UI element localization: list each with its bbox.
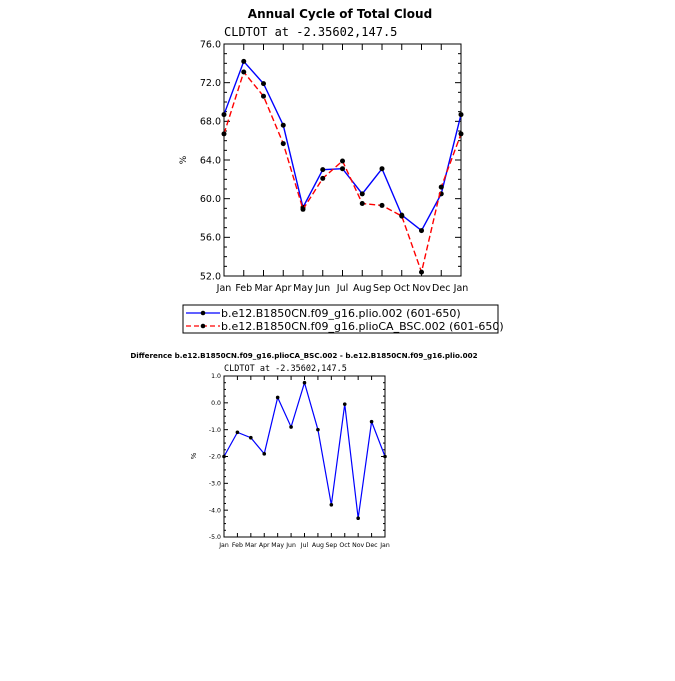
- series-1-point: [302, 380, 307, 385]
- x-tick-label: Jan: [379, 542, 390, 549]
- y-tick-label: -4.0: [209, 507, 221, 514]
- series-2-point: [261, 93, 266, 99]
- series-1-point: [356, 516, 360, 521]
- y-tick-label: 72.0: [200, 78, 221, 89]
- x-tick-label: Jan: [218, 542, 229, 549]
- series-2-point: [458, 131, 464, 137]
- y-tick-label: 64.0: [200, 155, 221, 166]
- x-tick-label: Mar: [255, 283, 273, 294]
- x-tick-label: Jun: [314, 283, 330, 294]
- x-tick-label: Oct: [339, 542, 350, 549]
- legend-marker-series1: [200, 310, 206, 316]
- y-tick-label: -2.0: [209, 454, 221, 461]
- legend-marker-series2: [200, 323, 206, 329]
- series-1-point: [249, 435, 253, 440]
- chart2-subtitle: CLDTOT at -2.35602,147.5: [224, 364, 347, 374]
- series-1-point: [222, 454, 226, 459]
- chart1-ylabel: %: [179, 155, 189, 164]
- series-1-point: [419, 228, 424, 234]
- y-tick-label: 56.0: [200, 233, 221, 244]
- series-1-point: [241, 58, 247, 64]
- series-line-2: [223, 70, 462, 275]
- x-tick-label: Aug: [312, 542, 324, 549]
- legend-box: [182, 304, 499, 334]
- y-tick-label: -3.0: [209, 481, 221, 488]
- x-tick-label: May: [271, 542, 284, 549]
- series-1-point: [342, 402, 347, 406]
- y-tick-label: 68.0: [200, 117, 221, 128]
- chart1-series-group: [221, 58, 464, 275]
- y-tick-label: 0.0: [211, 400, 221, 407]
- series-1-point: [369, 419, 374, 424]
- series-2-point: [280, 141, 286, 147]
- chart1-subtitle: CLDTOT at -2.35602,147.5: [224, 25, 397, 39]
- series-1-point: [458, 112, 464, 118]
- chart2-ylabel: %: [190, 452, 198, 459]
- chart2-plot-frame: [223, 375, 386, 538]
- x-tick-label: Aug: [353, 283, 372, 294]
- series-1-point: [221, 112, 227, 118]
- y-tick-label: 60.0: [200, 194, 221, 205]
- y-tick-label: -1.0: [209, 427, 221, 434]
- chart2-title: Difference b.e12.B1850CN.f09_g16.plioCA_…: [130, 351, 477, 360]
- series-2-point: [300, 206, 306, 212]
- series-2-point: [320, 175, 326, 181]
- series-1-point: [340, 166, 345, 172]
- series-2-point: [399, 213, 405, 219]
- series-2-point: [438, 184, 444, 190]
- series-2-point: [221, 131, 227, 137]
- x-tick-label: Apr: [259, 542, 270, 549]
- x-tick-label: Feb: [235, 283, 252, 294]
- series-1-point: [316, 427, 320, 432]
- x-tick-label: Jan: [453, 283, 469, 294]
- series-line-1: [223, 60, 462, 232]
- y-tick-label: 76.0: [200, 39, 221, 50]
- x-tick-label: Oct: [394, 283, 411, 294]
- series-1-point: [320, 167, 326, 173]
- x-tick-label: Jun: [285, 542, 296, 549]
- series-1-point: [261, 81, 266, 87]
- series-1-point: [383, 454, 387, 459]
- series-1-point: [275, 395, 280, 400]
- x-tick-label: Jul: [336, 283, 348, 294]
- series-1-point: [262, 452, 267, 456]
- x-tick-label: Dec: [366, 542, 379, 549]
- chart1-legend: b.e12.B1850CN.f09_g16.plio.002 (601-650)…: [182, 304, 504, 334]
- series-2-point: [379, 202, 385, 208]
- series-1-point: [280, 122, 286, 128]
- x-tick-label: May: [293, 283, 313, 294]
- series-2-point: [359, 201, 365, 206]
- series-1-point: [289, 425, 293, 429]
- series-2-point: [340, 158, 345, 164]
- y-tick-label: 52.0: [200, 271, 221, 282]
- series-1-point: [329, 503, 334, 507]
- x-tick-label: Apr: [275, 283, 292, 294]
- series-1-point: [379, 166, 385, 172]
- series-2-point: [419, 269, 424, 275]
- series-1-point: [235, 430, 240, 435]
- legend-label-series2: b.e12.B1850CN.f09_g16.plioCA_BSC.002 (60…: [221, 320, 504, 333]
- x-tick-label: Sep: [325, 542, 337, 549]
- x-tick-label: Nov: [412, 283, 431, 294]
- x-tick-label: Mar: [245, 542, 257, 549]
- chart1-title: Annual Cycle of Total Cloud: [248, 7, 432, 21]
- chart2-series-group: [222, 380, 387, 521]
- y-tick-label: 1.0: [211, 373, 221, 380]
- x-tick-label: Dec: [432, 283, 450, 294]
- x-tick-label: Sep: [373, 283, 391, 294]
- series-line-1: [223, 380, 386, 519]
- x-tick-label: Jul: [300, 542, 309, 549]
- x-tick-label: Jan: [216, 283, 232, 294]
- series-2-point: [241, 69, 247, 75]
- x-tick-label: Feb: [232, 542, 243, 549]
- y-tick-label: -5.0: [209, 534, 221, 541]
- series-1-point: [359, 191, 365, 197]
- legend-label-series1: b.e12.B1850CN.f09_g16.plio.002 (601-650): [221, 307, 461, 320]
- x-tick-label: Nov: [352, 542, 364, 549]
